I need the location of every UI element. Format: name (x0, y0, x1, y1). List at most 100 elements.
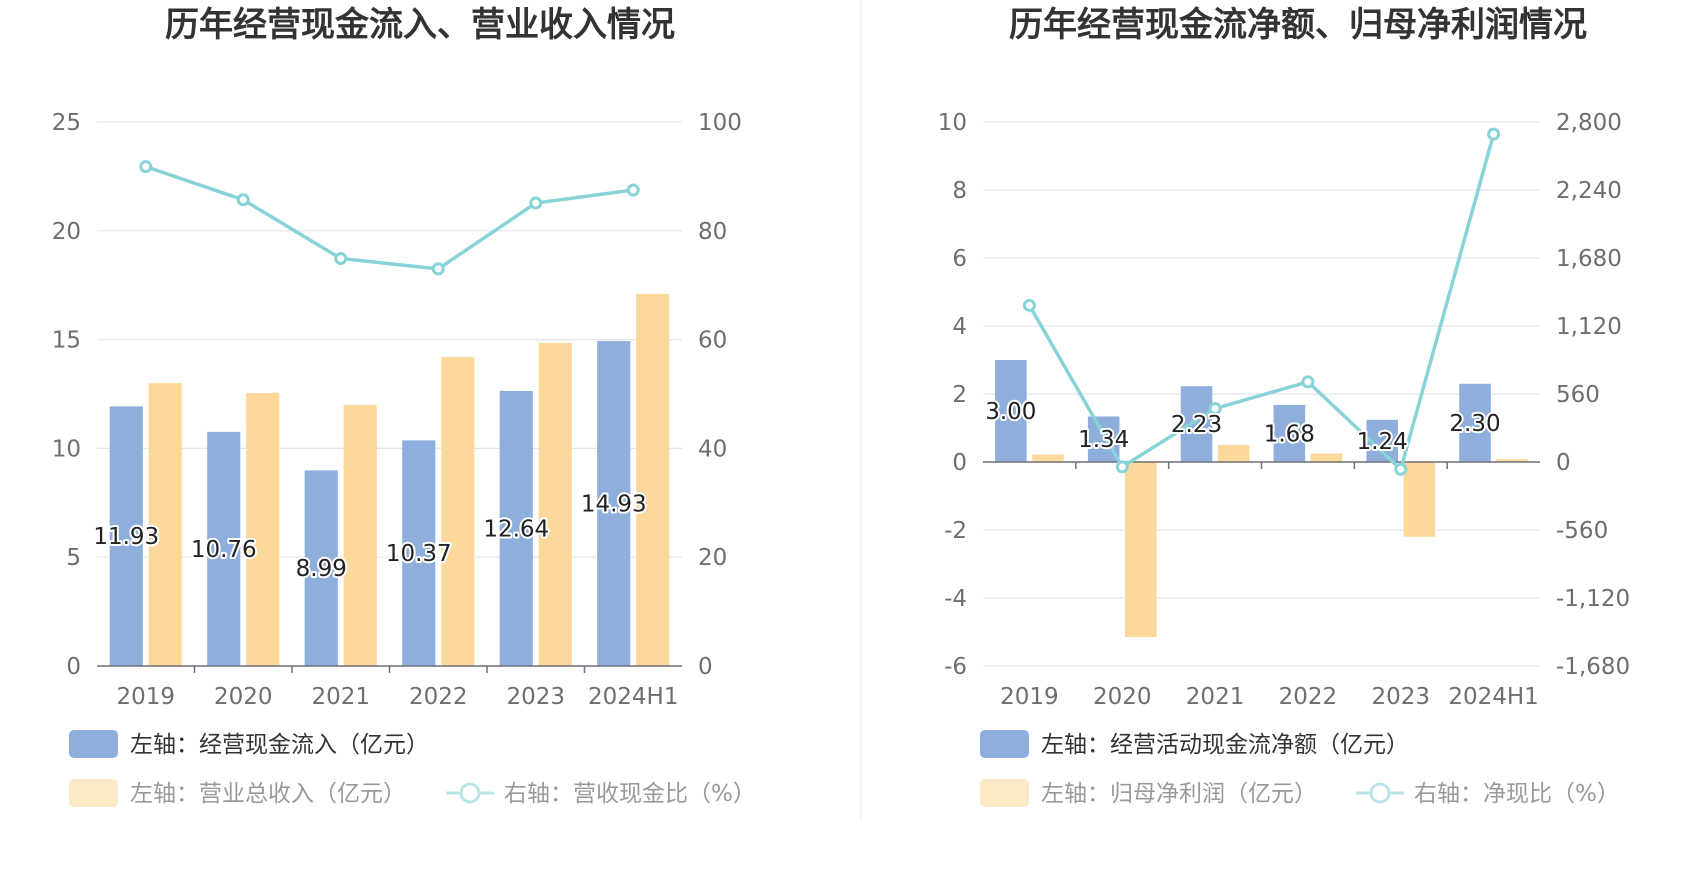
y-tick-left: 25 (52, 110, 81, 136)
left-axis-ticks: 0 5 10 15 20 25 (52, 110, 81, 680)
line-point[interactable] (139, 160, 153, 174)
line-point[interactable] (1208, 402, 1222, 416)
bars (109, 293, 670, 666)
bar[interactable] (538, 342, 572, 666)
y-tick-right: -560 (1556, 518, 1608, 544)
bar[interactable] (1217, 445, 1250, 462)
y-tick-left: 6 (952, 246, 967, 272)
bar[interactable] (1496, 459, 1528, 462)
right-axis-ticks: -1,680 -1,120 -560 0 560 1,120 1,680 2,240 2,800 (1556, 110, 1630, 680)
line-point[interactable] (529, 196, 543, 210)
y-tick-right: 1,120 (1556, 314, 1622, 340)
bar[interactable] (995, 360, 1027, 462)
bar[interactable] (441, 357, 475, 666)
legend-label: 左轴：经营活动现金流净额（亿元） (1041, 732, 1409, 758)
bar-data-label: 1.68 (1264, 421, 1315, 447)
data-labels: 3.00 1.34 2.23 1.68 1.24 2.30 (983, 397, 1502, 457)
y-tick-left: 4 (952, 314, 967, 340)
line-series (1022, 127, 1501, 476)
y-tick-left: -4 (944, 586, 967, 612)
bar[interactable] (207, 431, 241, 666)
bar[interactable] (1459, 383, 1491, 462)
bar[interactable] (246, 392, 280, 666)
legend-label: 右轴：净现比（%） (1414, 781, 1620, 807)
bar[interactable] (109, 406, 143, 666)
line-point[interactable] (1115, 460, 1129, 474)
bar[interactable] (1180, 386, 1213, 462)
y-tick-right: 100 (698, 110, 742, 136)
y-tick-left: 10 (938, 110, 967, 136)
bar-data-label: 10.76 (191, 537, 257, 563)
bar[interactable] (343, 404, 377, 666)
bar[interactable] (1032, 454, 1064, 462)
bar[interactable] (499, 390, 533, 666)
legend-label: 左轴：营业总收入（亿元） (130, 781, 406, 807)
y-tick-left: -2 (944, 518, 967, 544)
bar[interactable] (1310, 453, 1343, 463)
bar[interactable] (402, 440, 436, 666)
legend-swatch (980, 779, 1029, 807)
legend-item-cash-inflow[interactable]: 左轴：经营现金流入（亿元） (69, 730, 429, 758)
legend-item-cash-ratio[interactable]: 右轴：营收现金比（%） (446, 781, 756, 807)
legend-item-net-cash-ratio[interactable]: 右轴：净现比（%） (1356, 781, 1620, 807)
legend-label: 右轴：营收现金比（%） (504, 781, 756, 807)
legend-label: 左轴：归母净利润（亿元） (1041, 781, 1317, 807)
y-tick-left: 0 (952, 450, 967, 476)
legend-marker (459, 782, 481, 804)
y-tick-right: -1,680 (1556, 654, 1630, 680)
bar[interactable] (636, 293, 670, 666)
y-tick-left: 0 (66, 654, 81, 680)
y-tick-right: 0 (1556, 450, 1571, 476)
y-tick-right: 2,800 (1556, 110, 1622, 136)
line-point[interactable] (334, 252, 348, 266)
x-tick-label: 2024H1 (588, 684, 678, 710)
legend-item-net-cashflow[interactable]: 左轴：经营活动现金流净额（亿元） (980, 730, 1409, 758)
bar-data-label: 8.99 (296, 556, 347, 582)
bar[interactable] (1403, 462, 1436, 537)
legend-swatch (69, 779, 118, 807)
legend-item-net-profit[interactable]: 左轴：归母净利润（亿元） (980, 779, 1317, 807)
x-axis-ticks: 2019 2020 2021 2022 2023 2024H1 (116, 684, 678, 710)
legend: 左轴：经营现金流入（亿元） 左轴：营业总收入（亿元） 右轴：营收现金比（%） (69, 730, 756, 807)
line-point[interactable] (1301, 375, 1315, 389)
bar-data-label: 12.64 (483, 516, 549, 542)
y-tick-right: 60 (698, 328, 727, 354)
line-point[interactable] (431, 262, 445, 276)
y-tick-left: -6 (944, 654, 967, 680)
chart-title: 历年经营现金流入、营业收入情况 (165, 5, 675, 45)
y-tick-left: 20 (52, 219, 81, 245)
bar[interactable] (1125, 462, 1157, 638)
line-point[interactable] (1394, 462, 1408, 476)
bar[interactable] (148, 383, 182, 666)
line-point[interactable] (236, 193, 250, 207)
bar[interactable] (304, 470, 338, 666)
line-path (145, 164, 634, 271)
x-tick-label: 2022 (1279, 684, 1338, 710)
right-axis-ticks: 0 20 40 60 80 100 (698, 110, 742, 680)
line-point[interactable] (1487, 127, 1501, 141)
bar[interactable] (597, 341, 631, 666)
y-tick-left: 10 (52, 436, 81, 462)
x-tick-label: 2021 (311, 684, 370, 710)
x-tick-label: 2019 (116, 684, 175, 710)
x-axis (97, 665, 682, 673)
bar-data-label: 1.34 (1078, 427, 1129, 453)
x-axis (983, 461, 1540, 469)
bar-data-label: 3.00 (985, 399, 1036, 425)
x-tick-label: 2019 (1000, 684, 1059, 710)
line-point[interactable] (626, 183, 640, 197)
legend-item-revenue[interactable]: 左轴：营业总收入（亿元） (69, 779, 406, 807)
y-tick-right: 80 (698, 219, 727, 245)
line-point[interactable] (1022, 298, 1036, 312)
x-tick-label: 2020 (214, 684, 273, 710)
line-series (139, 160, 640, 276)
bar[interactable] (1273, 404, 1306, 462)
bar-data-label: 14.93 (581, 492, 647, 518)
x-tick-label: 2023 (1371, 684, 1430, 710)
legend-swatch (69, 730, 118, 758)
legend-marker (1369, 782, 1391, 804)
y-tick-right: 40 (698, 436, 727, 462)
bar-data-label: 1.24 (1357, 429, 1408, 455)
